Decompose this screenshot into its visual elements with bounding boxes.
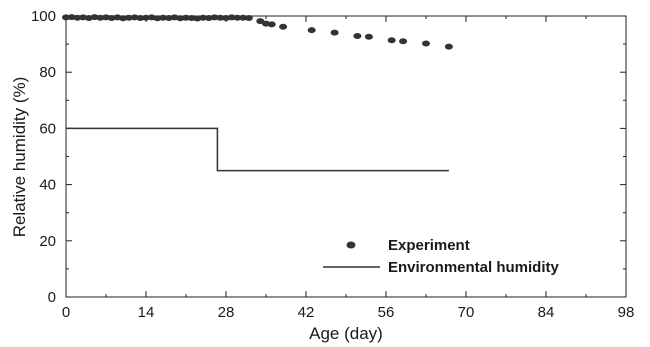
x-tick-label: 70 [458,304,475,321]
legend-label-environmental: Environmental humidity [388,259,560,276]
experiment-point [267,21,276,28]
experiment-point [216,14,225,21]
experiment-point [182,14,190,21]
experiment-point [210,14,219,21]
legend-marker-experiment [346,241,356,249]
x-tick-label: 0 [62,304,70,321]
series-lines [66,127,449,172]
x-tick-label: 98 [618,304,635,321]
experiment-point [239,14,248,21]
legend: Experiment Environmental humidity [323,237,560,276]
experiment-point [233,14,242,21]
experiment-point [142,14,150,21]
x-tick-label: 56 [378,304,395,321]
series-points [62,14,453,50]
plot-area: 0 14 28 42 56 70 84 98 0 20 40 60 80 100 [31,8,634,321]
experiment-point [353,33,362,39]
experiment-point [444,43,453,50]
experiment-point [159,14,168,21]
plot-frame [65,15,627,298]
experiment-point [422,40,430,47]
x-axis-label: Age (day) [309,324,383,343]
experiment-point [244,15,253,21]
experiment-point [307,27,316,34]
experiment-point [124,14,133,21]
experiment-point [387,37,396,44]
experiment-point [73,14,82,21]
legend-label-experiment: Experiment [388,237,470,254]
experiment-point [399,38,408,45]
experiment-point [279,23,288,30]
experiment-point [199,14,208,21]
y-tick-label: 80 [39,64,56,81]
experiment-point [227,14,236,21]
x-tick-label: 84 [538,304,555,321]
y-tick-label: 100 [31,8,56,25]
y-axis-ticks: 0 20 40 60 80 100 [31,8,626,306]
y-tick-label: 60 [39,120,56,137]
y-axis-label: Relative humidity (%) [10,77,29,238]
experiment-point [136,15,145,21]
experiment-point [62,14,70,21]
x-tick-label: 42 [298,304,315,321]
y-tick-label: 0 [48,289,56,306]
experiment-point [330,29,339,36]
experiment-point [119,15,128,22]
y-tick-label: 40 [39,177,56,194]
x-tick-label: 14 [138,304,155,321]
x-tick-label: 28 [218,304,235,321]
environmental-humidity-line [66,127,449,172]
experiment-point [364,33,373,40]
experiment-point [96,14,105,21]
y-tick-label: 20 [39,233,56,250]
